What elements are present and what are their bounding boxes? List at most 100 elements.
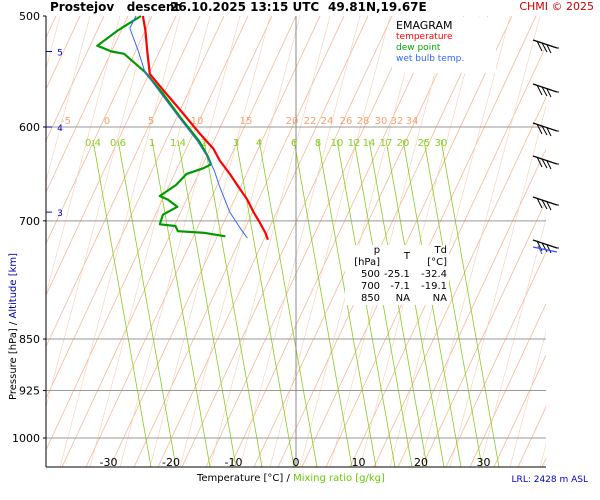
mixing-ratio-line xyxy=(235,139,295,467)
mixing-ratio-label: 12 xyxy=(348,138,361,149)
dry-adiabat-label: 22 xyxy=(304,116,317,127)
dry-adiabat xyxy=(61,16,273,467)
table-header: Td [°C] xyxy=(427,245,447,268)
altitude-tick-label: 5 xyxy=(57,48,63,58)
mixing-ratio-label: 0.4 xyxy=(85,138,101,149)
mixing-ratio-label: 0.6 xyxy=(110,138,126,149)
table-header: p [hPa] xyxy=(354,245,381,268)
dry-adiabat xyxy=(421,199,546,467)
moist-adiabat xyxy=(299,16,421,467)
dry-adiabat xyxy=(349,45,546,467)
mixing-ratio-title: Mixing ratio [g/kg] xyxy=(293,473,385,484)
wind-barb xyxy=(532,83,559,98)
table-cell: -7.1 xyxy=(390,281,410,292)
mixing-ratio-line xyxy=(203,139,263,467)
dry-adiabat xyxy=(517,406,546,467)
table-cell: -19.1 xyxy=(421,281,447,292)
mixing-ratio-line xyxy=(177,139,237,467)
wind-barb xyxy=(532,39,559,54)
mixing-ratio-line xyxy=(440,139,500,467)
y-axis-separator: / xyxy=(8,321,19,326)
wind-barb-ground xyxy=(532,245,558,255)
moist-adiabat xyxy=(449,105,546,467)
moist-adiabat xyxy=(329,16,451,467)
wind-barb xyxy=(532,122,559,137)
station-name: Prostejov xyxy=(50,0,115,14)
mixing-ratio-line xyxy=(117,139,177,467)
legend-item-dew-point: dew point xyxy=(396,43,441,53)
dry-adiabat xyxy=(373,96,546,467)
dry-adiabat-label: 26 xyxy=(340,116,353,127)
moist-adiabat xyxy=(419,16,541,467)
dry-adiabat xyxy=(46,16,129,193)
table-row: 500 -25.1 -32.4 xyxy=(345,269,449,281)
legend: EMAGRAM temperature dew point wet bulb t… xyxy=(392,17,496,73)
wind-barb xyxy=(532,239,559,254)
table-cell: NA xyxy=(432,293,447,304)
mixing-ratio-label: 1 xyxy=(149,138,155,149)
dry-adiabat xyxy=(46,16,177,297)
dry-adiabat-label: 34 xyxy=(406,116,419,127)
dry-adiabat-label: 32 xyxy=(391,116,404,127)
moist-adiabat xyxy=(46,16,121,296)
dry-adiabat-label: 5 xyxy=(148,116,154,127)
dry-adiabat-label: -5 xyxy=(61,116,71,127)
dry-adiabat xyxy=(46,16,249,451)
legend-item-wet-bulb: wet bulb temp. xyxy=(396,54,465,64)
dry-adiabat xyxy=(541,457,546,467)
moist-adiabat xyxy=(389,16,511,467)
legend-title: EMAGRAM xyxy=(396,19,453,32)
table-cell: 500 xyxy=(360,269,381,280)
pressure-tick-label: 500 xyxy=(19,10,40,23)
lrl-label: LRL: 2428 m ASL xyxy=(511,475,588,485)
moist-adiabat xyxy=(509,330,546,467)
table-cell: 850 xyxy=(360,293,381,304)
temperature-tick-label: 20 xyxy=(414,456,428,469)
dry-adiabat xyxy=(0,16,8,467)
dry-adiabat xyxy=(46,16,225,400)
moist-adiabat xyxy=(149,16,271,467)
dry-adiabat xyxy=(229,16,441,467)
moist-adiabat xyxy=(89,16,211,467)
dry-adiabat xyxy=(469,302,546,467)
dry-adiabat-label: 28 xyxy=(357,116,370,127)
pressure-tick-label: 700 xyxy=(19,215,40,228)
moist-adiabat xyxy=(119,16,241,467)
header-station: Prostejov descent xyxy=(50,0,180,14)
dry-adiabat xyxy=(157,16,369,467)
moist-adiabat xyxy=(46,16,91,183)
dry-adiabat xyxy=(85,16,297,467)
dry-adiabat xyxy=(46,16,153,245)
mixing-ratio-line xyxy=(258,139,318,467)
table-row: 850 NA NA xyxy=(345,293,449,305)
table-header: T xyxy=(403,251,410,262)
moist-adiabat xyxy=(239,16,361,467)
dry-adiabat xyxy=(301,16,513,467)
wind-barb xyxy=(532,196,559,211)
dry-adiabat-label: 20 xyxy=(286,116,299,127)
dry-adiabat xyxy=(46,16,105,142)
mixing-ratio-label: 1.4 xyxy=(170,138,186,149)
wind-barb xyxy=(532,155,559,170)
moist-adiabat xyxy=(539,443,546,467)
mixing-ratio-label: 10 xyxy=(331,138,344,149)
pressure-tick-label: 850 xyxy=(19,333,40,346)
moist-adiabat xyxy=(46,16,151,409)
dry-adiabat xyxy=(325,16,537,467)
moist-adiabat xyxy=(59,16,181,467)
temperature-tick-label: 0 xyxy=(293,456,300,469)
x-axis-label: Temperature [°C] / Mixing ratio [g/kg] xyxy=(197,473,385,484)
dry-adiabat xyxy=(109,16,321,467)
pressure-tick-label: 925 xyxy=(19,385,40,398)
table-cell: 700 xyxy=(360,281,381,292)
data-table: p [hPa] T Td [°C] 500 -25.1 -32.4 700 -7… xyxy=(345,245,449,305)
dry-adiabat-label: 15 xyxy=(240,116,253,127)
pressure-tick-label: 600 xyxy=(19,121,40,134)
mixing-ratio-line xyxy=(293,139,353,467)
series-wet-bulb-temp xyxy=(129,15,248,239)
mixing-ratio-label: 3 xyxy=(233,138,239,149)
temperature-tick-label: -20 xyxy=(162,456,180,469)
moist-adiabat xyxy=(570,16,600,467)
